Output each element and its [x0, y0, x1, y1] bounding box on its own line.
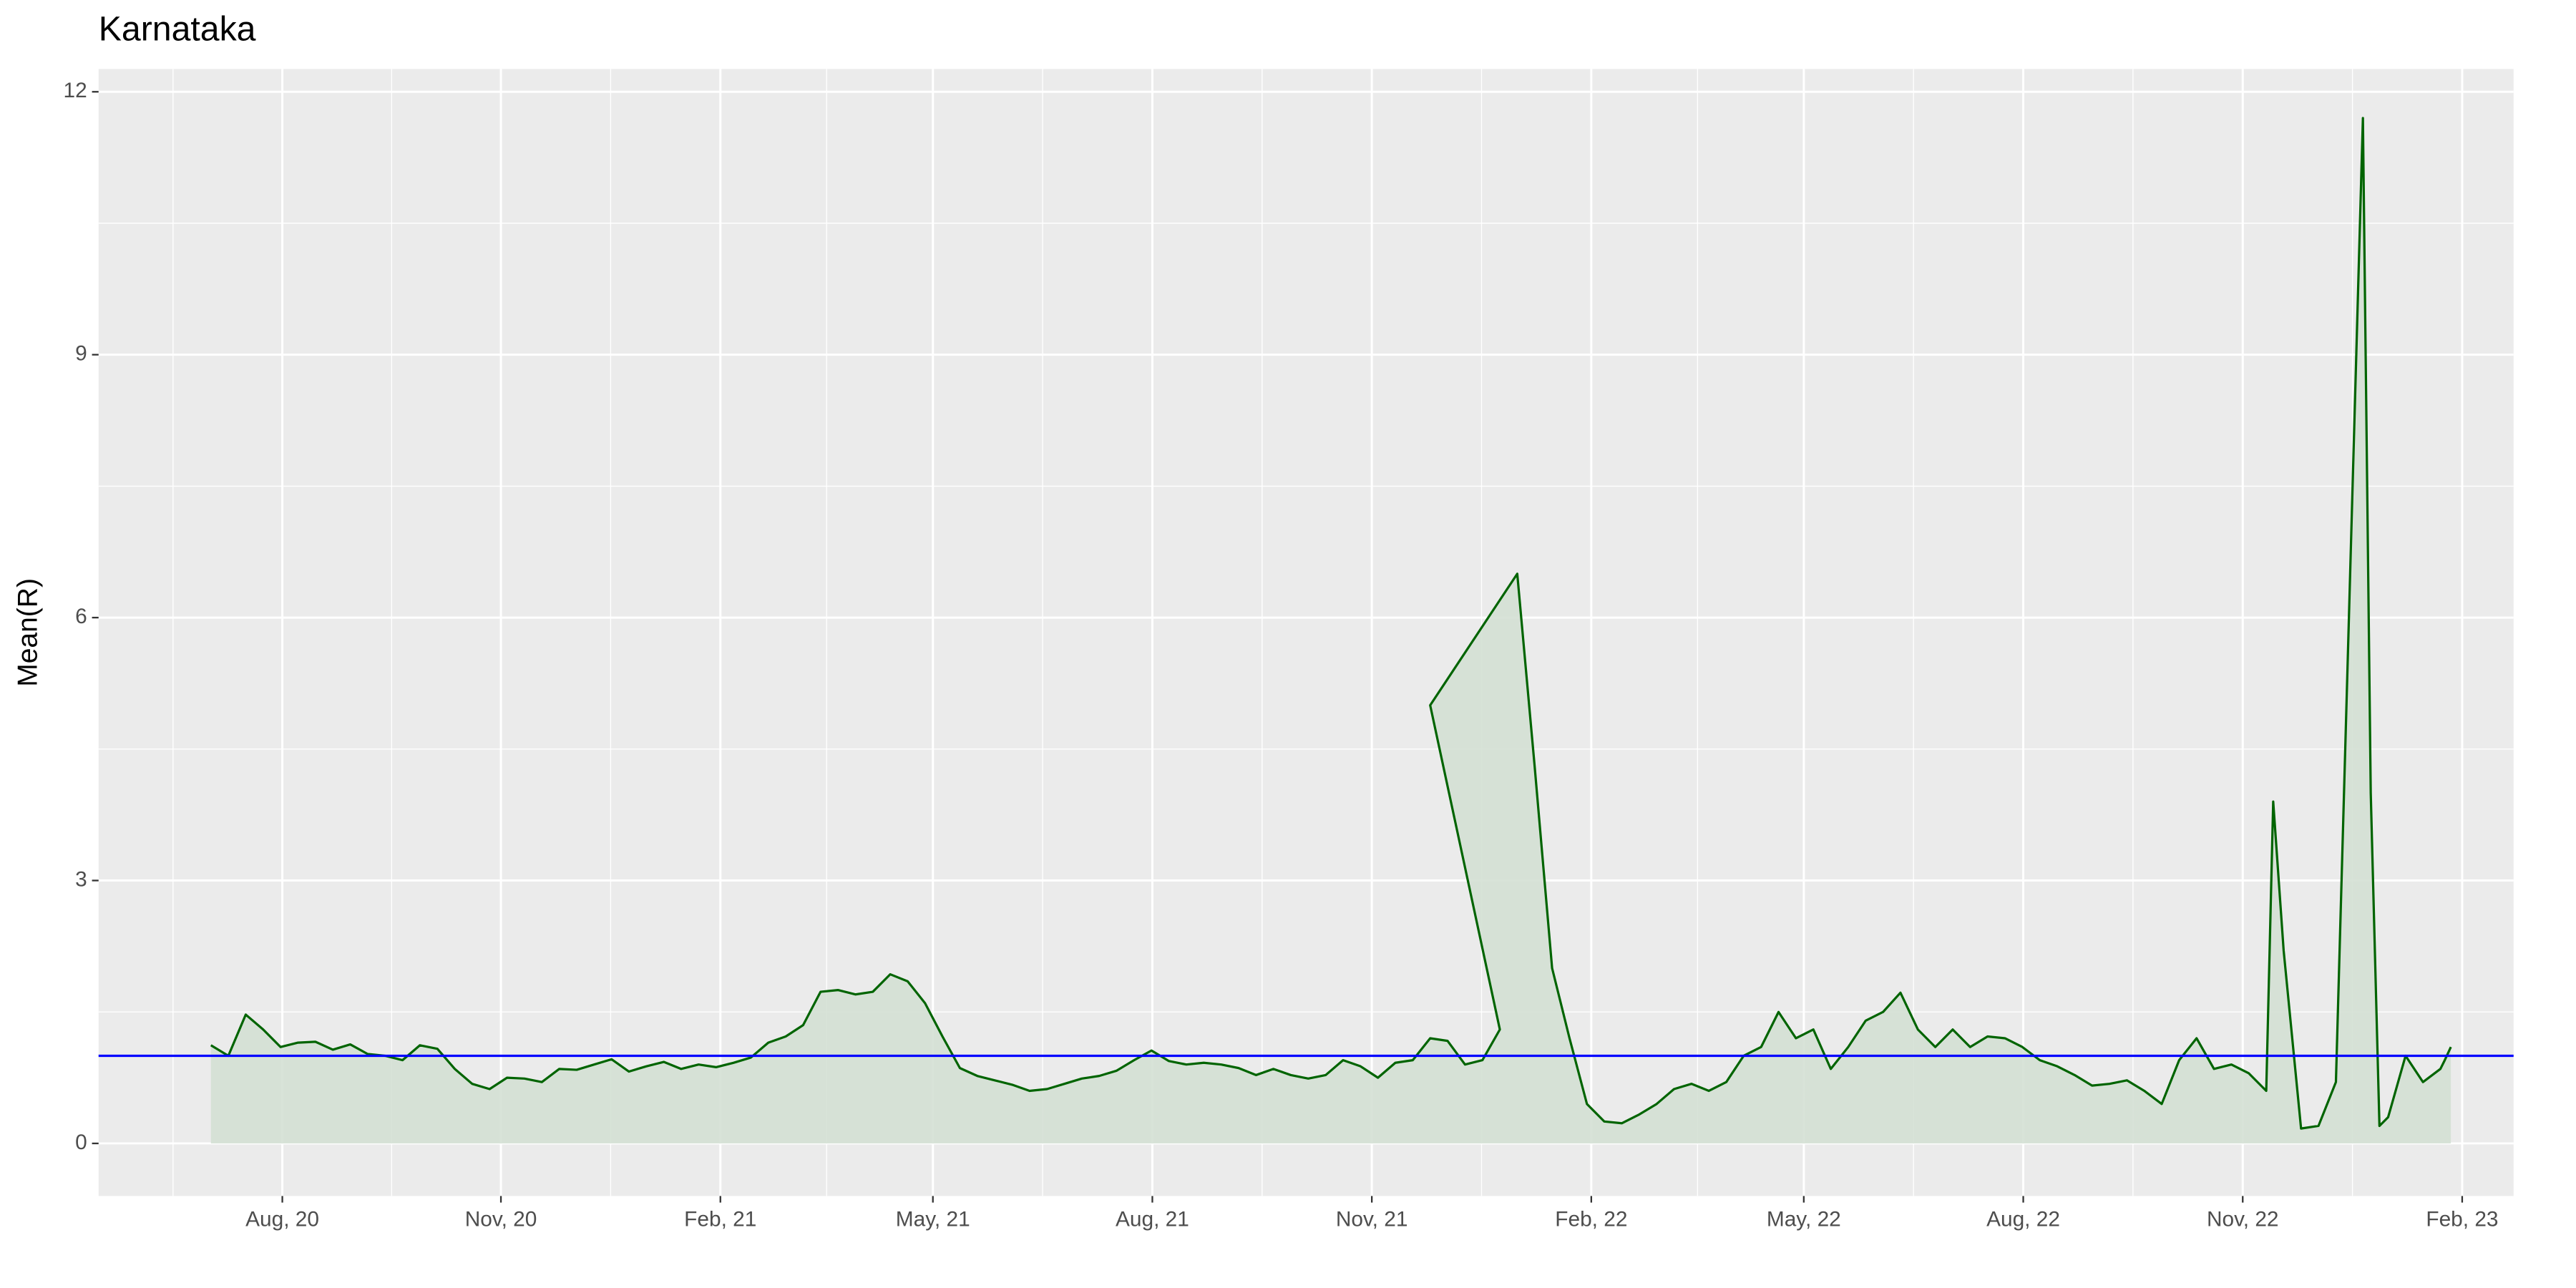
- x-tick-label: Aug, 21: [1116, 1208, 1189, 1231]
- y-tick-label: 0: [75, 1131, 87, 1154]
- x-tick-label: Feb, 23: [2426, 1208, 2498, 1231]
- panel: [98, 69, 2514, 1196]
- axes: 0 3 6 9 12 Aug, 20 Nov, 20 Feb, 21 May, 21 Aug, 2…: [63, 79, 2498, 1231]
- grid: [98, 69, 2514, 1196]
- y-tick-label: 9: [75, 342, 87, 366]
- y-tick-label: 6: [75, 605, 87, 628]
- y-tick-label: 3: [75, 867, 87, 891]
- x-tick-label: Feb, 22: [1555, 1208, 1627, 1231]
- x-tick-label: Nov, 20: [465, 1208, 537, 1231]
- x-tick-label: May, 22: [1767, 1208, 1841, 1231]
- x-tick-label: Feb, 21: [684, 1208, 756, 1231]
- line: [210, 117, 2452, 1130]
- y-tick-label: 12: [63, 79, 87, 102]
- x-tick-label: Aug, 20: [245, 1208, 319, 1231]
- x-tick-label: Nov, 22: [2207, 1208, 2279, 1231]
- chart-title: Karnataka: [99, 9, 256, 48]
- marks: [98, 117, 2514, 1143]
- y-axis-title: Mean(R): [13, 578, 44, 687]
- x-tick-label: Nov, 21: [1336, 1208, 1408, 1231]
- x-tick-label: Aug, 22: [1986, 1208, 2060, 1231]
- x-tick-label: May, 21: [896, 1208, 970, 1231]
